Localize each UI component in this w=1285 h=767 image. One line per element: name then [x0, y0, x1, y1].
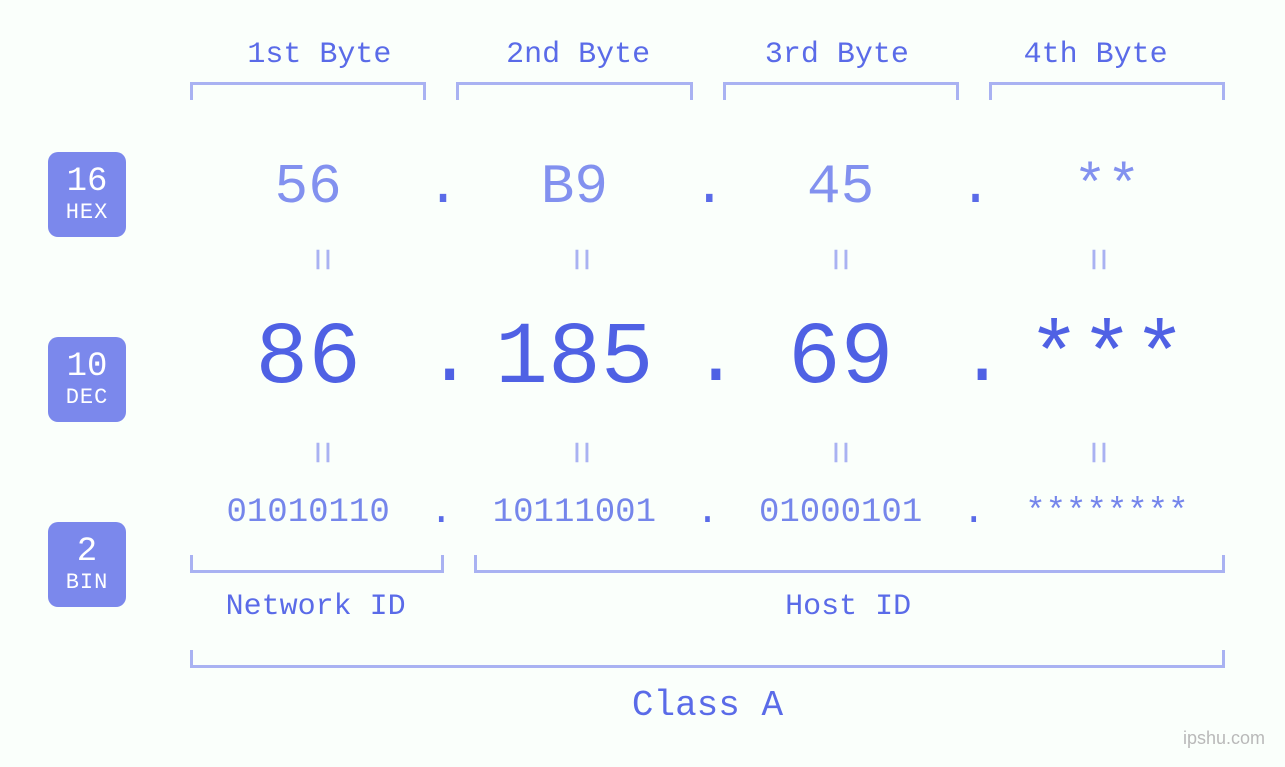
bracket-top-icon [190, 82, 426, 100]
badge-base-label: BIN [66, 571, 109, 595]
top-brackets [190, 82, 1225, 100]
equals-row: = = = = [190, 430, 1225, 475]
host-id-label: Host ID [471, 590, 1225, 624]
equals-icon: = [556, 323, 601, 582]
bracket-top-icon [456, 82, 692, 100]
byte-header: 1st Byte [190, 38, 449, 72]
badge-base-label: DEC [66, 386, 109, 410]
dot-separator: . [959, 155, 989, 219]
bin-byte-value: 10111001 [456, 494, 692, 532]
dec-badge: 10 DEC [48, 337, 126, 422]
dot-separator: . [693, 316, 723, 404]
equals-icon: = [1073, 323, 1118, 582]
class-label: Class A [190, 685, 1225, 726]
class-bracket-icon [190, 650, 1225, 668]
dot-separator: . [693, 490, 723, 535]
id-labels: Network ID Host ID [190, 590, 1225, 624]
dot-separator: . [693, 155, 723, 219]
byte-headers-row: 1st Byte 2nd Byte 3rd Byte 4th Byte [190, 38, 1225, 72]
bin-byte-value: 01010110 [190, 494, 426, 532]
badge-base-number: 16 [67, 164, 108, 201]
equals-icon: = [297, 323, 342, 582]
bin-badge: 2 BIN [48, 522, 126, 607]
network-id-label: Network ID [190, 590, 441, 624]
bracket-top-icon [723, 82, 959, 100]
byte-header: 2nd Byte [449, 38, 708, 72]
dot-separator: . [426, 316, 456, 404]
bracket-top-icon [989, 82, 1225, 100]
bin-row: 01010110 . 10111001 . 01000101 . *******… [190, 490, 1225, 535]
id-brackets [190, 555, 1225, 573]
bin-byte-value: ******** [989, 494, 1225, 532]
badge-base-number: 2 [77, 534, 97, 571]
hex-row: 56 . B9 . 45 . ** [190, 155, 1225, 219]
network-id-bracket-icon [190, 555, 444, 573]
dot-separator: . [426, 490, 456, 535]
dot-separator: . [959, 490, 989, 535]
watermark: ipshu.com [1183, 728, 1265, 749]
bin-byte-value: 01000101 [723, 494, 959, 532]
host-id-bracket-icon [474, 555, 1225, 573]
badge-base-number: 10 [67, 349, 108, 386]
dec-row: 86 . 185 . 69 . *** [190, 310, 1225, 409]
byte-header: 3rd Byte [708, 38, 967, 72]
byte-header: 4th Byte [966, 38, 1225, 72]
equals-icon: = [814, 323, 859, 582]
base-badges: 16 HEX 10 DEC 2 BIN [48, 152, 126, 607]
dot-separator: . [426, 155, 456, 219]
equals-row: = = = = [190, 237, 1225, 282]
badge-base-label: HEX [66, 201, 109, 225]
hex-badge: 16 HEX [48, 152, 126, 237]
dot-separator: . [959, 316, 989, 404]
